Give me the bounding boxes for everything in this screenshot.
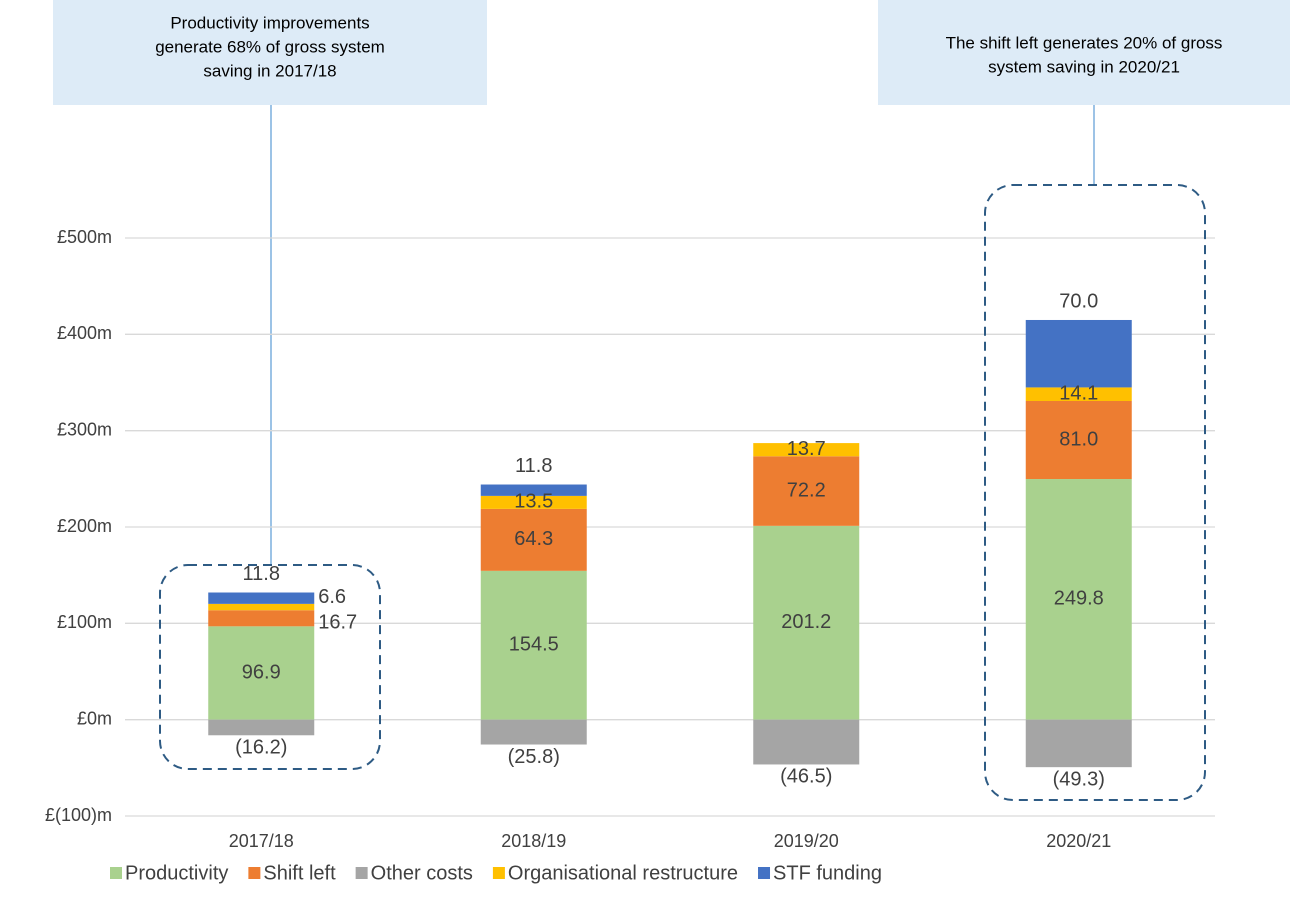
- legend-swatch: [355, 867, 368, 879]
- y-tick-label: £100m: [57, 612, 112, 632]
- y-tick-label: £400m: [57, 323, 112, 343]
- bar-segment: [480, 570, 587, 720]
- bar-segment: [208, 603, 315, 611]
- bar-segment: [753, 456, 860, 526]
- data-label: 14.1: [1059, 382, 1098, 404]
- bar-segment: [480, 719, 587, 745]
- annotation-text: The shift left generates 20% of gross: [946, 33, 1223, 52]
- y-tick-label: £300m: [57, 419, 112, 439]
- data-label: (46.5): [780, 766, 832, 788]
- y-tick-label: £0m: [77, 708, 112, 728]
- bar-segment: [753, 443, 860, 457]
- annotation-text: system saving in 2020/21: [988, 57, 1180, 76]
- bar-segment: [208, 610, 315, 627]
- bar-segment: [208, 592, 315, 604]
- data-label: 96.9: [242, 661, 281, 683]
- legend-swatch: [492, 867, 505, 879]
- data-label: 201.2: [781, 611, 831, 633]
- bar-segment: [753, 525, 860, 720]
- bar-segment: [1025, 479, 1132, 720]
- legend-label: Shift left: [263, 862, 336, 884]
- x-tick-label: 2020/21: [1046, 831, 1111, 851]
- data-label: 16.7: [318, 612, 357, 634]
- bar-segment: [753, 719, 860, 765]
- data-label: 249.8: [1054, 588, 1104, 610]
- callout-box: [53, 0, 487, 105]
- data-label: 13.5: [514, 491, 553, 513]
- legend-label: Organisational restructure: [508, 862, 738, 884]
- bar-segment: [480, 484, 587, 496]
- x-tick-label: 2018/19: [501, 831, 566, 851]
- x-tick-label: 2019/20: [774, 831, 839, 851]
- bar-segment: [480, 495, 587, 509]
- x-tick-label: 2017/18: [229, 831, 294, 851]
- data-label: 6.6: [318, 586, 346, 608]
- annotation-text: Productivity improvements: [170, 13, 369, 32]
- bar-segment: [1025, 387, 1132, 401]
- highlight-box: [159, 564, 381, 770]
- y-tick-label: £(100)m: [45, 805, 112, 825]
- legend-swatch: [248, 867, 261, 879]
- legend-label: STF funding: [773, 862, 882, 884]
- bar-segment: [1025, 719, 1132, 768]
- y-tick-label: £200m: [57, 516, 112, 536]
- data-label: 72.2: [787, 479, 826, 501]
- bar-segment: [480, 508, 587, 571]
- legend-label: Productivity: [125, 862, 228, 884]
- data-label: 64.3: [514, 528, 553, 550]
- bar-segment: [208, 719, 315, 736]
- bar-segment: [1025, 319, 1132, 388]
- data-label: 13.7: [787, 438, 826, 460]
- highlight-box: [984, 184, 1206, 801]
- annotation-text: saving in 2017/18: [203, 61, 336, 80]
- plot: [125, 237, 1215, 817]
- legend-label: Other costs: [371, 862, 473, 884]
- data-label: 81.0: [1059, 428, 1098, 450]
- callout-box: [878, 0, 1290, 105]
- y-tick-label: £500m: [57, 227, 112, 247]
- legend-swatch: [758, 867, 771, 879]
- data-label: (49.3): [1053, 768, 1105, 790]
- bar-segment: [208, 626, 315, 720]
- data-label: (16.2): [235, 737, 287, 759]
- data-label: 70.0: [1059, 290, 1098, 312]
- annotation-text: generate 68% of gross system: [155, 37, 385, 56]
- data-label: 154.5: [509, 634, 559, 656]
- data-label: 11.8: [243, 563, 280, 585]
- legend-swatch: [110, 867, 122, 879]
- data-label: (25.8): [508, 746, 560, 768]
- data-label: 11.8: [515, 455, 552, 477]
- bar-segment: [1025, 400, 1132, 480]
